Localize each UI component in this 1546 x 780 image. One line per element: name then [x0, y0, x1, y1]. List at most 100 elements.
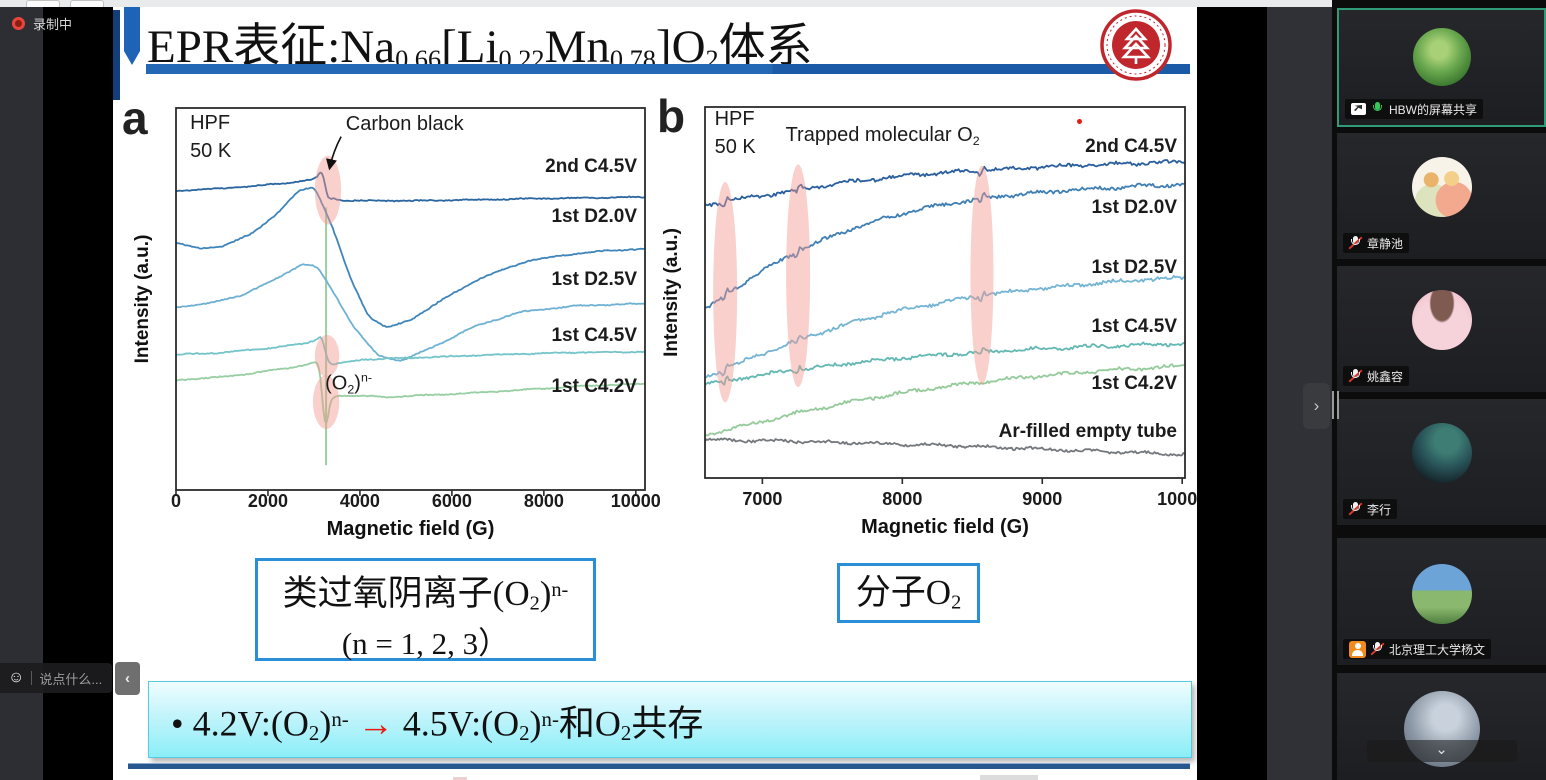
shared-slide: EPR表征:Na0.66[Li0.22Mn0.78]O2体系 a b 2nd C…	[113, 7, 1197, 780]
callout-line1: 类过氧阴离子(O2)n-	[282, 574, 569, 615]
series-1st-d2-0v	[176, 186, 645, 328]
mic-icon	[1348, 235, 1363, 251]
series-1st-c4-5v	[176, 336, 645, 366]
participant-tile[interactable]: 李行	[1337, 399, 1546, 525]
participant-tile[interactable]: ⌄	[1337, 673, 1546, 780]
footer-fragment	[453, 777, 467, 780]
share-letterbox-right	[1197, 7, 1267, 780]
epr-chart-panel-b: 2nd C4.5V 1st D2.0V 1st D2.5V 1st C4.5V 1st …	[661, 106, 1197, 538]
highlight-ellipse	[314, 155, 342, 225]
panel-b-letter: b	[657, 90, 686, 142]
panel-a-letter: a	[122, 92, 148, 144]
participant-tile[interactable]: 姚鑫容	[1337, 266, 1546, 392]
series-label: 1st C4.5V	[551, 325, 637, 346]
participant-label: 李行	[1343, 499, 1398, 519]
sidebar-drag-handle[interactable]	[1332, 391, 1340, 419]
annotation: 50 K	[190, 140, 232, 162]
app-left-edge	[0, 7, 43, 780]
laser-pointer-dot	[1077, 119, 1082, 124]
slide-footer-rule	[128, 763, 1190, 769]
participants-sidebar: HBW的屏幕共享 章静池 姚鑫容	[1332, 0, 1546, 780]
series-label: 1st C4.5V	[1091, 316, 1177, 337]
mic-icon	[1348, 368, 1363, 384]
series-label: 1st D2.0V	[551, 206, 637, 227]
plot-border	[175, 107, 646, 491]
series-1st-d2-5v	[705, 274, 1185, 379]
series-2nd-c4-5v	[176, 171, 645, 203]
x-tick-label: 2000	[248, 491, 288, 511]
person-badge-icon	[1349, 640, 1366, 658]
chat-input[interactable]: ☺ 说点什么...	[0, 663, 112, 693]
series-label: 1st D2.0V	[1091, 197, 1177, 218]
conclusion-banner: • 4.2V:(O2)n- → 4.5V:(O2)n-和O2共存	[148, 681, 1192, 758]
avatar	[1411, 157, 1472, 217]
participant-label: 北京理工大学杨文	[1343, 639, 1492, 659]
x-tick-label: 4000	[340, 491, 380, 511]
avatar	[1412, 28, 1471, 86]
series-label: 2nd C4.5V	[1085, 136, 1177, 157]
mic-icon	[1370, 641, 1385, 657]
x-tick-label: 9000	[1022, 489, 1062, 509]
mic-icon	[1348, 501, 1363, 517]
callout-line2: (n = 1, 2, 3）	[341, 626, 510, 661]
annotation: Trapped molecular O2	[786, 124, 980, 148]
x-tick-label: 8000	[882, 489, 922, 509]
annotation: HPF	[190, 112, 230, 134]
participant-name: 李行	[1367, 502, 1392, 517]
participant-label: 章静池	[1343, 233, 1410, 253]
x-tick-label: 10000	[611, 491, 661, 511]
sidebar-expand-button[interactable]: ›	[1303, 383, 1330, 429]
recording-indicator: 录制中	[12, 14, 72, 33]
y-axis-label: Intensity (a.u.)	[132, 235, 153, 364]
annotation: (O2)n-	[325, 371, 372, 397]
peroxide-anion-callout: 类过氧阴离子(O2)n- (n = 1, 2, 3）	[255, 558, 596, 661]
molecular-o2-callout: 分子O2	[837, 563, 980, 623]
emoji-icon[interactable]: ☺	[8, 669, 25, 686]
y-axis-label: Intensity (a.u.)	[661, 228, 682, 357]
participant-tile[interactable]: 北京理工大学杨文	[1337, 538, 1546, 665]
series-label: 2nd C4.5V	[545, 156, 637, 177]
title-decoration-bar	[113, 10, 120, 100]
recording-dot-icon	[12, 17, 25, 30]
series-label: 1st D2.5V	[551, 269, 637, 290]
x-axis-label: Magnetic field (G)	[861, 516, 1029, 538]
chat-quick-bar: ☺ 说点什么... ‹	[0, 661, 140, 695]
annotation-arrow	[326, 136, 342, 171]
x-axis-label: Magnetic field (G)	[327, 518, 495, 540]
series-label: 1st D2.5V	[1091, 257, 1177, 278]
chat-placeholder[interactable]: 说点什么...	[39, 671, 103, 687]
highlight-ellipse	[786, 164, 811, 388]
plot-border	[704, 106, 1186, 479]
series-1st-c4-2v	[705, 363, 1185, 437]
series-1st-c4-5v	[705, 341, 1185, 386]
highlight-ellipse	[312, 375, 340, 429]
window-tab[interactable]	[26, 0, 60, 7]
x-tick-label: 7000	[742, 489, 782, 509]
annotation: HPF	[715, 108, 755, 130]
recording-label: 录制中	[33, 17, 73, 32]
avatar	[1411, 290, 1472, 350]
participant-name: 姚鑫容	[1367, 369, 1404, 384]
chevron-down-icon[interactable]: ⌄	[1366, 740, 1517, 762]
highlight-ellipse	[314, 334, 340, 377]
series-1st-d2-5v	[176, 263, 645, 362]
x-tick-label: 10000	[1157, 489, 1197, 509]
highlight-ellipse	[970, 165, 994, 385]
epr-chart-panel-a: 2nd C4.5V 1st D2.0V 1st D2.5V 1st C4.5V 1st …	[132, 107, 661, 540]
series-1st-d2-0v	[705, 182, 1185, 310]
participant-tile[interactable]: 章静池	[1337, 133, 1546, 259]
divider	[31, 671, 33, 685]
x-tick-label: 8000	[524, 491, 564, 511]
x-tick-label: 6000	[432, 491, 472, 511]
annotation: 50 K	[715, 136, 757, 158]
participant-name: 章静池	[1367, 236, 1404, 251]
window-tab[interactable]	[70, 0, 104, 7]
participant-name: HBW的屏幕共享	[1389, 102, 1477, 117]
title-decoration-flag	[124, 7, 140, 65]
share-letterbox-left	[43, 7, 113, 780]
chat-collapse-button[interactable]: ‹	[115, 661, 140, 695]
footer-fragment	[980, 775, 1038, 780]
participant-tile[interactable]: HBW的屏幕共享	[1337, 8, 1546, 127]
university-seal-logo	[1100, 9, 1172, 81]
